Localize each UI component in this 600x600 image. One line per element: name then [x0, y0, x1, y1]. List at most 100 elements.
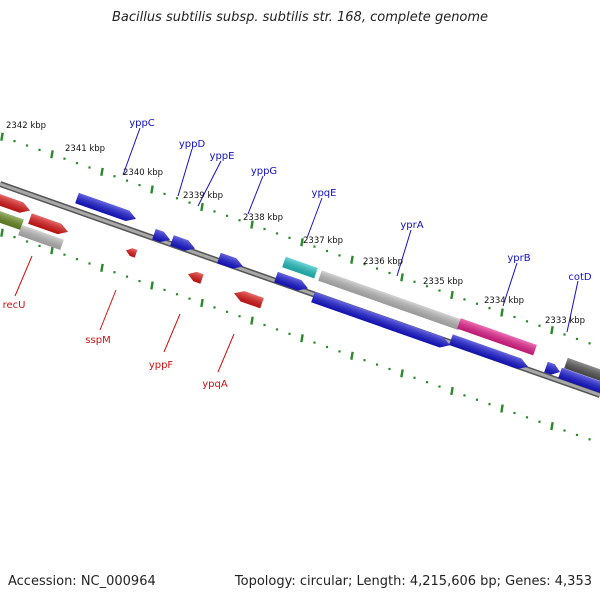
ruler-outer-minor-tick: [288, 236, 291, 239]
ruler-label-2341-kbp: 2341 kbp: [65, 144, 105, 154]
callout-line-cotD: [566, 280, 579, 333]
ruler-inner-minor-tick: [325, 345, 329, 349]
callout-line-yppE: [197, 160, 222, 207]
ruler-inner-major-tick: [500, 404, 504, 413]
ruler-outer-minor-tick: [75, 161, 79, 165]
ruler-inner-minor-tick: [288, 332, 291, 335]
ruler-outer-minor-tick: [513, 315, 516, 319]
feature-cds-gray-1-shade: [18, 224, 64, 250]
ruler-outer-minor-tick: [438, 289, 441, 292]
feature-ypqA-shade: [234, 291, 264, 309]
callout-line-yppF: [163, 313, 181, 353]
feature-ypqA: [234, 291, 264, 309]
ruler-inner-major-tick: [200, 298, 204, 308]
ruler-label-2337-kbp: 2337 kbp: [303, 236, 343, 246]
ruler-outer-major-tick: [150, 185, 154, 194]
ruler-inner-minor-tick: [238, 315, 241, 318]
ruler-outer-minor-tick: [563, 333, 566, 336]
ruler-outer-minor-tick: [138, 183, 141, 187]
ruler-label-2336-kbp: 2336 kbp: [363, 257, 403, 267]
ruler-inner-minor-tick: [313, 341, 316, 344]
ruler-outer-major-tick: [400, 273, 404, 282]
ruler-inner-minor-tick: [413, 376, 416, 379]
ruler-outer-minor-tick: [313, 245, 316, 248]
gene-label-yprA: yprA: [400, 220, 423, 231]
ruler-outer-track: [0, 132, 591, 345]
ruler-inner-minor-tick: [588, 438, 591, 441]
ruler-inner-minor-tick: [188, 297, 191, 300]
gene-label-yprB: yprB: [507, 253, 530, 264]
ruler-outer-minor-tick: [175, 197, 179, 200]
gene-label-yppD: yppD: [179, 139, 206, 150]
callout-line-ypqE: [306, 197, 323, 239]
ruler-inner-minor-tick: [475, 398, 479, 401]
callout-line-yppC: [122, 127, 141, 176]
feature-yppC: [75, 192, 136, 222]
callout-line-yppG: [247, 175, 264, 215]
feature-yppE: [170, 235, 196, 251]
ruler-inner-minor-tick: [138, 279, 141, 283]
ruler-label-2338-kbp: 2338 kbp: [243, 213, 283, 223]
ruler-inner-minor-tick: [538, 420, 541, 423]
feature-cds-blue-inner-4: [544, 361, 560, 375]
callout-line-yppD: [177, 148, 193, 197]
accession-label: Accession: NC_000964: [8, 574, 156, 589]
ruler-outer-minor-tick: [525, 320, 529, 323]
ruler-outer-minor-tick: [475, 302, 479, 305]
gene-label-ypqA: ypqA: [202, 379, 228, 390]
gene-label-yppE: yppE: [210, 151, 235, 162]
feature-cds-blue-inner-4-shade: [544, 361, 560, 375]
gene-label-sspM: sspM: [85, 335, 110, 346]
ruler-inner-minor-tick: [75, 257, 79, 261]
feature-cds-olive: [0, 208, 24, 230]
ruler-outer-major-tick: [350, 255, 354, 264]
ruler-outer-minor-tick: [113, 175, 116, 178]
feature-cds-gray-1: [18, 224, 64, 250]
ruler-inner-minor-tick: [275, 328, 279, 331]
feature-cds-olive-shade: [0, 208, 24, 230]
gene-label-recU: recU: [3, 300, 26, 311]
ruler-inner-minor-tick: [213, 306, 216, 309]
ruler-inner-minor-tick: [125, 275, 129, 278]
ruler-outer-minor-tick: [263, 227, 266, 231]
callout-line-yprB: [502, 262, 518, 307]
gene-label-cotD: cotD: [568, 272, 592, 283]
ruler-outer-major-tick: [500, 308, 504, 317]
ruler-label-2334-kbp: 2334 kbp: [484, 296, 524, 306]
ruler-outer-minor-tick: [88, 166, 91, 169]
ruler-inner-minor-tick: [488, 403, 491, 406]
feature-yprA: [318, 270, 462, 330]
feature-ypqE: [282, 256, 318, 279]
ruler-outer-minor-tick: [188, 201, 191, 204]
feature-yppG: [217, 252, 243, 269]
ruler-inner-minor-tick: [575, 433, 579, 437]
ruler-inner-minor-tick: [163, 288, 166, 291]
ruler-inner-major-tick: [150, 281, 154, 290]
ruler-inner-major-tick: [350, 351, 354, 360]
feature-cds-blue-inner-2: [311, 291, 450, 348]
ruler-outer-minor-tick: [125, 179, 129, 182]
ruler-inner-minor-tick: [388, 367, 391, 371]
feature-yppF: [188, 271, 204, 284]
ruler-outer-minor-tick: [25, 144, 29, 147]
feature-cds-red-fwd-1: [0, 187, 30, 213]
gene-label-yppG: yppG: [251, 166, 277, 177]
ruler-inner-minor-tick: [13, 235, 16, 239]
ruler-inner-major-tick: [50, 246, 54, 255]
feature-yppD-shade: [152, 228, 170, 243]
ruler-label-2333-kbp: 2333 kbp: [545, 316, 585, 326]
ruler-outer-major-tick: [200, 202, 204, 212]
feature-cds-red-fwd-1-shade: [0, 187, 30, 213]
ruler-outer-minor-tick: [425, 285, 429, 288]
ruler-outer-minor-tick: [338, 254, 341, 257]
ruler-outer-major-tick: [300, 238, 304, 247]
feature-yprA-shade: [318, 270, 462, 330]
ruler-outer-minor-tick: [163, 192, 166, 195]
ruler-inner-major-tick: [100, 263, 104, 273]
ruler-outer-major-tick: [450, 290, 454, 300]
ruler-inner-minor-tick: [375, 363, 379, 366]
ruler-outer-minor-tick: [538, 324, 541, 327]
ruler-outer-major-tick: [550, 325, 554, 335]
ruler-inner-minor-tick: [88, 262, 91, 265]
